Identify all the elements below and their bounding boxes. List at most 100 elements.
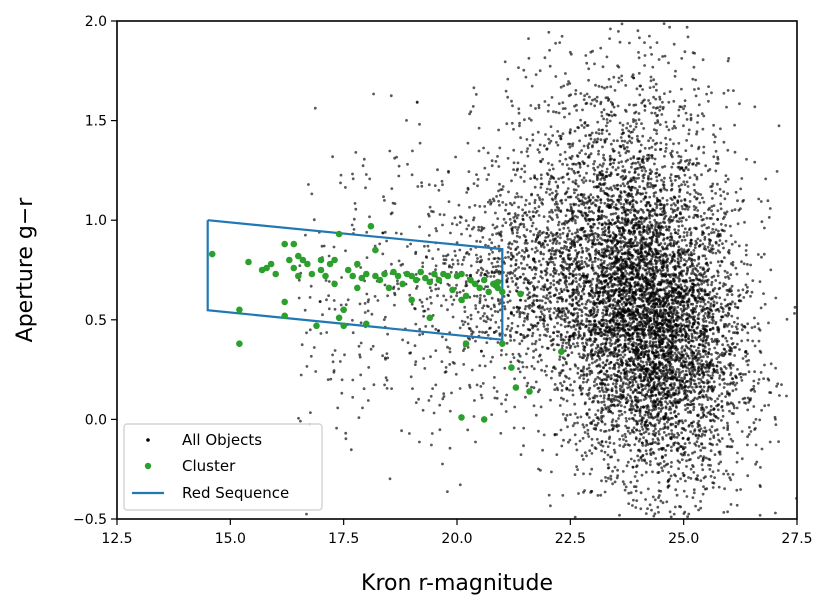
field-object-point	[712, 222, 715, 226]
field-object-point	[592, 300, 596, 303]
field-object-point	[769, 268, 773, 272]
field-object-point	[646, 424, 649, 427]
field-object-point	[696, 192, 700, 196]
field-object-point	[757, 339, 761, 343]
field-object-point	[709, 449, 713, 453]
field-object-point	[571, 389, 574, 392]
field-object-point	[716, 274, 720, 278]
field-object-point	[703, 270, 707, 274]
field-object-point	[721, 414, 725, 418]
field-object-point	[714, 241, 718, 245]
field-object-point	[678, 379, 682, 382]
field-object-point	[689, 382, 693, 386]
field-object-point	[722, 472, 725, 476]
field-object-point	[692, 372, 695, 376]
field-object-point	[552, 283, 556, 287]
field-object-point	[718, 286, 722, 290]
field-object-point	[609, 239, 613, 243]
field-object-point	[616, 283, 620, 287]
field-object-point	[724, 304, 728, 308]
field-object-point	[668, 510, 672, 514]
field-object-point	[680, 324, 684, 328]
field-object-point	[646, 314, 649, 318]
field-object-point	[726, 472, 730, 476]
field-object-point	[693, 258, 696, 262]
field-object-point	[589, 300, 592, 304]
field-object-point	[671, 218, 675, 222]
field-object-point	[721, 343, 724, 347]
field-object-point	[582, 367, 585, 371]
field-object-point	[605, 118, 609, 121]
field-object-point	[673, 375, 677, 379]
field-object-point	[661, 501, 665, 505]
field-object-point	[746, 396, 750, 400]
field-object-point	[645, 346, 649, 349]
field-object-point	[627, 308, 631, 312]
field-object-point	[747, 370, 751, 374]
field-object-point	[608, 353, 612, 357]
field-object-point	[727, 322, 731, 326]
field-object-point	[661, 337, 664, 341]
field-object-point	[722, 386, 726, 389]
field-object-point	[654, 349, 658, 352]
field-object-point	[721, 242, 724, 246]
field-object-point	[728, 302, 732, 306]
field-object-point	[661, 304, 665, 308]
field-object-point	[614, 419, 618, 423]
field-object-point	[720, 419, 723, 422]
field-object-point	[683, 442, 687, 445]
field-object-point	[677, 224, 681, 228]
field-object-point	[723, 256, 726, 260]
field-object-point	[600, 354, 604, 357]
field-object-point	[736, 306, 740, 310]
field-object-point	[793, 305, 797, 309]
field-object-point	[663, 204, 666, 208]
field-object-point	[674, 231, 677, 235]
field-object-point	[614, 307, 617, 311]
field-object-point	[730, 242, 734, 246]
field-object-point	[616, 248, 620, 252]
field-object-point	[721, 409, 725, 412]
field-object-point	[559, 396, 563, 400]
field-object-point	[660, 374, 664, 377]
field-object-point	[578, 386, 582, 390]
field-object-point	[731, 342, 735, 345]
field-object-point	[590, 437, 594, 441]
field-object-point	[652, 429, 656, 433]
field-object-point	[699, 338, 703, 342]
field-object-point	[613, 365, 616, 369]
field-object-point	[724, 212, 728, 216]
field-object-point	[608, 441, 612, 445]
field-object-point	[712, 231, 716, 234]
field-object-point	[701, 339, 705, 343]
field-object-point	[664, 400, 667, 404]
field-object-point	[624, 269, 628, 273]
field-object-point	[599, 343, 603, 346]
field-object-point	[603, 422, 607, 426]
field-object-point	[719, 222, 723, 226]
field-object-point	[608, 326, 612, 330]
field-object-point	[628, 370, 631, 374]
field-object-point	[734, 190, 738, 194]
field-object-point	[614, 386, 618, 389]
field-object-point	[676, 311, 680, 315]
field-object-point	[634, 398, 637, 402]
field-object-point	[691, 363, 695, 367]
field-object-point	[633, 378, 637, 382]
field-object-point	[687, 132, 691, 136]
field-object-point	[644, 250, 648, 254]
field-object-point	[720, 399, 724, 403]
field-object-point	[678, 235, 682, 238]
field-object-point	[631, 404, 635, 408]
field-object-point	[682, 427, 685, 430]
field-object-point	[699, 385, 702, 389]
field-object-point	[715, 364, 719, 368]
field-object-point	[682, 353, 685, 357]
field-object-point	[695, 331, 699, 335]
field-object-point	[722, 347, 726, 351]
field-object-point	[736, 420, 739, 424]
field-object-point	[692, 278, 696, 282]
field-object-point	[649, 177, 653, 181]
field-object-point	[717, 403, 720, 406]
field-object-point	[626, 443, 630, 446]
